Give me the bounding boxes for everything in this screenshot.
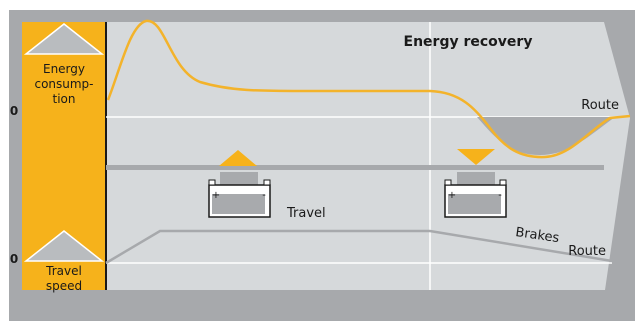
panel-separator xyxy=(106,165,604,170)
speed-axis-arrow-icon xyxy=(23,230,105,262)
battery-down-arrow-icon xyxy=(457,149,495,165)
battery-recovering-icon: + - xyxy=(444,149,507,218)
battery-up-arrow-icon xyxy=(219,150,257,166)
energy-axis-arrow-icon xyxy=(23,23,105,55)
speed-zero-label: 0 xyxy=(10,252,18,266)
battery1-minus: - xyxy=(262,190,266,201)
speed-axis-label-line2: speed xyxy=(46,279,82,293)
energy-axis-label-line2: consump- xyxy=(34,77,93,91)
bottom-route-label: Route xyxy=(568,244,606,259)
battery1-plus: + xyxy=(212,190,220,201)
energy-axis-label-line1: Energy xyxy=(43,62,85,76)
speed-axis-label-line1: Travel xyxy=(45,264,82,278)
battery2-plus: + xyxy=(448,190,456,201)
recovery-area xyxy=(477,117,615,155)
top-route-label: Route xyxy=(581,98,619,113)
battery-charging-icon: + - xyxy=(208,150,271,218)
travel-phase-label: Travel xyxy=(286,206,326,221)
energy-axis-label-line3: tion xyxy=(53,92,76,106)
brakes-phase-label: Brakes xyxy=(514,225,560,246)
energy-curve xyxy=(106,19,631,159)
battery2-minus: - xyxy=(498,190,502,201)
speed-curve xyxy=(105,229,613,265)
diagram-title: Energy recovery xyxy=(404,34,533,50)
energy-zero-label: 0 xyxy=(10,104,18,118)
